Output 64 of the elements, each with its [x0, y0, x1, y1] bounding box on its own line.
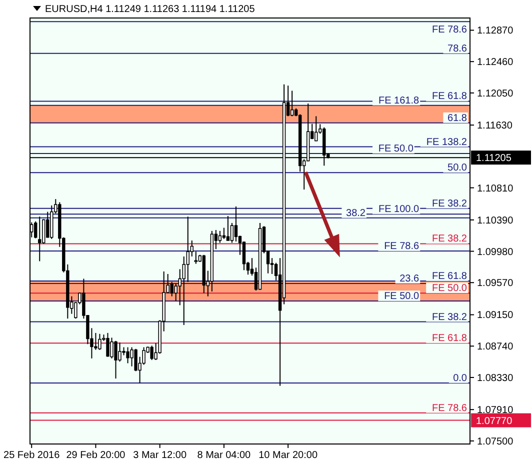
x-tick-label: 3 Mar 12:00: [133, 450, 187, 461]
y-tick-label: 1.12050: [477, 88, 514, 100]
y-tick-label: 1.10810: [477, 183, 514, 194]
candlestick: [94, 332, 98, 350]
y-tick-label: 1.12870: [477, 26, 514, 37]
annotation: FE 50.0: [378, 144, 414, 155]
annotation: FE 61.8: [432, 271, 468, 282]
y-tick-label: 1.10390: [477, 215, 514, 226]
candlestick: [194, 251, 198, 264]
x-tick-label: 29 Feb 20:00: [66, 450, 126, 461]
annotation: FE 138.2: [426, 136, 468, 148]
candlestick: [118, 342, 122, 362]
annotation: FE 38.2: [432, 234, 468, 245]
candlestick: [126, 346, 130, 364]
candlestick: [42, 218, 46, 244]
annotation: 23.6: [400, 274, 420, 285]
candlestick: [34, 220, 38, 239]
annotation: FE 78.6: [432, 24, 468, 36]
annotation: FE 100.0: [378, 204, 420, 216]
y-tick-label: 1.09570: [477, 278, 514, 290]
annotation: FE 38.2: [432, 198, 468, 210]
annotation: FE 61.8: [432, 91, 468, 102]
y-tick-label: 1.07910: [477, 405, 514, 416]
y-tick-label: 1.08330: [477, 372, 514, 384]
candlestick: [290, 90, 294, 117]
annotation: 0.0: [453, 372, 468, 384]
y-tick-label: 1.12460: [477, 57, 514, 68]
y-tick-label: 1.07500: [477, 436, 514, 448]
annotation: 78.6: [448, 43, 468, 54]
candlestick: [150, 345, 154, 361]
annotation: FE 50.0: [432, 283, 468, 294]
y-tick-label: 1.09980: [477, 246, 514, 258]
candlestick: [314, 116, 318, 142]
candlestick: [134, 348, 138, 372]
candlestick: [114, 340, 118, 380]
x-tick-label: 8 Mar 04:00: [197, 450, 252, 461]
annotation: 50.0: [448, 162, 468, 174]
annotation: 38.2: [346, 208, 366, 219]
candlestick: [38, 216, 42, 262]
annotation: FE 78.6: [432, 402, 468, 414]
annotation: FE 50.0: [384, 291, 420, 302]
annotation: FE 78.6: [384, 241, 420, 252]
candlestick: [110, 337, 114, 359]
ref-line-label: 1.11205: [476, 153, 512, 164]
annotation: FE 61.8: [432, 333, 468, 344]
candlestick: [234, 206, 238, 242]
chart-title: EURUSD,H4 1.11249 1.11263 1.11194 1.11205: [45, 4, 256, 15]
annotation: FE 38.2: [432, 312, 468, 323]
candlestick: [186, 216, 190, 282]
candlestick: [226, 216, 230, 241]
candlestick: [170, 281, 174, 297]
candlestick: [218, 230, 222, 244]
candlestick: [98, 333, 102, 350]
x-tick-label: 10 Mar 20:00: [258, 450, 318, 461]
candlestick: [106, 332, 110, 358]
candlestick: [130, 346, 134, 367]
ref-line-label: 1.07770: [476, 416, 513, 427]
y-tick-label: 1.09150: [477, 310, 514, 322]
annotation: 61.8: [448, 112, 468, 124]
y-tick-label: 1.11630: [477, 120, 513, 132]
candlestick: [230, 222, 234, 244]
annotation: FE 161.8: [378, 95, 420, 106]
x-tick-label: 25 Feb 2016: [4, 450, 60, 461]
y-tick-label: 1.08740: [477, 342, 514, 353]
